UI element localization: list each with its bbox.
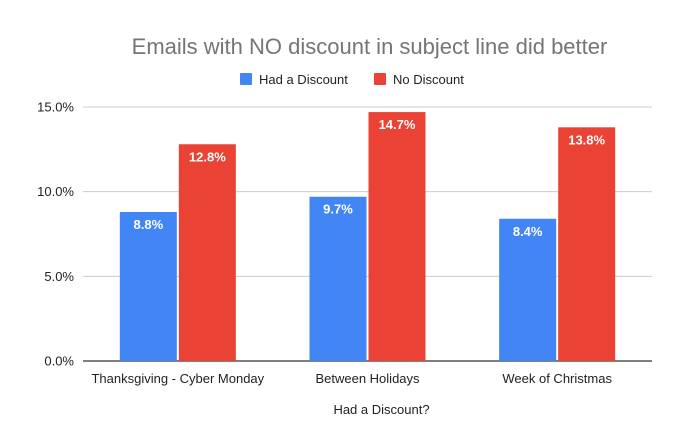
- x-axis-ticks: Thanksgiving - Cyber Monday Between Holid…: [91, 371, 612, 386]
- bar-no-discount-thanksgiving-cyber-monday: [178, 144, 236, 361]
- y-tick-label: 5.0%: [44, 269, 74, 284]
- data-label-had-discount-week-of-christmas: 8.4%: [513, 224, 543, 239]
- bar-no-discount-week-of-christmas: [558, 127, 616, 361]
- x-tick-label-week-of-christmas: Week of Christmas: [502, 371, 612, 386]
- y-tick-label: 15.0%: [37, 100, 74, 115]
- bar-had-discount-between-holidays: [309, 196, 367, 361]
- bar-no-discount-between-holidays: [368, 112, 426, 361]
- gridlines: [83, 106, 652, 362]
- chart-title: Emails with NO discount in subject line …: [132, 34, 608, 59]
- legend-label-no-discount: No Discount: [393, 72, 464, 87]
- y-tick-label: 0.0%: [44, 354, 74, 369]
- legend: Had a Discount No Discount: [240, 72, 464, 87]
- bar-had-discount-week-of-christmas: [499, 218, 557, 361]
- data-label-had-discount-thanksgiving-cyber-monday: 8.8%: [134, 217, 164, 232]
- legend-swatch-no-discount: [374, 73, 386, 85]
- x-tick-label-between-holidays: Between Holidays: [315, 371, 420, 386]
- legend-swatch-had-discount: [240, 73, 252, 85]
- y-tick-label: 10.0%: [37, 184, 74, 199]
- data-label-no-discount-week-of-christmas: 13.8%: [568, 132, 605, 147]
- bars: 8.8% 12.8% 9.7% 14.7% 8.4% 13.8%: [119, 112, 616, 361]
- data-label-no-discount-thanksgiving-cyber-monday: 12.8%: [189, 149, 226, 164]
- legend-label-had-discount: Had a Discount: [259, 72, 348, 87]
- x-tick-label-thanksgiving-cyber-monday: Thanksgiving - Cyber Monday: [91, 371, 264, 386]
- bar-had-discount-thanksgiving-cyber-monday: [119, 211, 177, 361]
- data-label-no-discount-between-holidays: 14.7%: [379, 117, 416, 132]
- x-axis-label: Had a Discount?: [333, 402, 429, 417]
- data-label-had-discount-between-holidays: 9.7%: [323, 202, 353, 217]
- y-axis-ticks: 0.0% 5.0% 10.0% 15.0%: [37, 100, 74, 369]
